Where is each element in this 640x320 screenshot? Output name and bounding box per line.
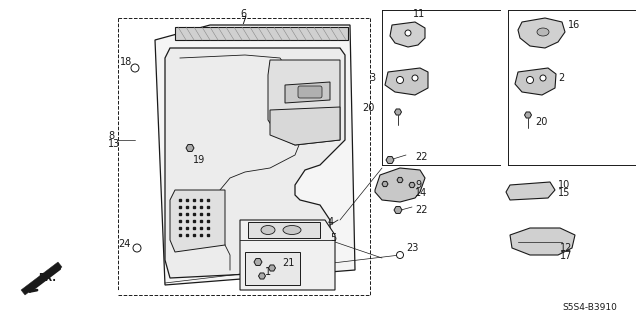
Polygon shape xyxy=(155,25,355,285)
Polygon shape xyxy=(506,182,555,200)
Polygon shape xyxy=(285,82,330,103)
Circle shape xyxy=(412,75,418,81)
Text: 19: 19 xyxy=(193,155,205,165)
Polygon shape xyxy=(385,68,428,95)
Polygon shape xyxy=(510,228,575,255)
Text: 13: 13 xyxy=(108,139,120,149)
Text: 3: 3 xyxy=(369,73,375,83)
Polygon shape xyxy=(409,182,415,188)
Text: 12: 12 xyxy=(560,243,572,253)
Text: 9: 9 xyxy=(415,180,421,190)
Polygon shape xyxy=(21,262,62,295)
Polygon shape xyxy=(254,259,262,266)
Text: FR.: FR. xyxy=(38,273,56,283)
Polygon shape xyxy=(165,48,345,278)
Text: 15: 15 xyxy=(558,188,570,198)
Polygon shape xyxy=(525,112,531,118)
Polygon shape xyxy=(386,156,394,164)
Circle shape xyxy=(397,76,403,84)
Text: 4: 4 xyxy=(328,217,334,227)
Polygon shape xyxy=(268,60,340,145)
Circle shape xyxy=(131,64,139,72)
Polygon shape xyxy=(240,220,335,290)
Text: 22: 22 xyxy=(415,205,428,215)
Polygon shape xyxy=(394,206,402,213)
Polygon shape xyxy=(390,22,425,47)
Polygon shape xyxy=(170,190,225,252)
Circle shape xyxy=(527,76,534,84)
Circle shape xyxy=(540,75,546,81)
Text: 23: 23 xyxy=(406,243,419,253)
Text: 14: 14 xyxy=(415,188,428,198)
Text: 11: 11 xyxy=(413,9,425,19)
Polygon shape xyxy=(397,177,403,183)
Text: 24: 24 xyxy=(118,239,131,249)
Text: 20: 20 xyxy=(535,117,547,127)
Text: 2: 2 xyxy=(558,73,564,83)
Polygon shape xyxy=(175,27,348,40)
Polygon shape xyxy=(245,252,300,285)
Ellipse shape xyxy=(261,226,275,235)
FancyBboxPatch shape xyxy=(298,86,322,98)
Ellipse shape xyxy=(537,28,549,36)
Text: 5: 5 xyxy=(330,233,336,243)
Text: 1: 1 xyxy=(265,267,271,277)
Text: 8: 8 xyxy=(108,131,114,141)
Polygon shape xyxy=(394,109,401,115)
Circle shape xyxy=(405,30,411,36)
Text: 10: 10 xyxy=(558,180,570,190)
Polygon shape xyxy=(375,168,425,202)
Text: 17: 17 xyxy=(560,251,572,261)
Polygon shape xyxy=(259,273,266,279)
Polygon shape xyxy=(186,145,194,151)
Text: 21: 21 xyxy=(282,258,294,268)
Text: 20: 20 xyxy=(363,103,375,113)
Polygon shape xyxy=(270,107,340,145)
Text: 7: 7 xyxy=(240,16,246,26)
Text: 18: 18 xyxy=(120,57,132,67)
Circle shape xyxy=(397,252,403,259)
Circle shape xyxy=(133,244,141,252)
Polygon shape xyxy=(248,222,320,238)
Text: 16: 16 xyxy=(568,20,580,30)
Polygon shape xyxy=(269,265,275,271)
Text: 22: 22 xyxy=(415,152,428,162)
Text: S5S4-B3910: S5S4-B3910 xyxy=(562,303,617,313)
Polygon shape xyxy=(515,68,556,95)
Ellipse shape xyxy=(283,226,301,235)
Text: 6: 6 xyxy=(240,9,246,19)
Polygon shape xyxy=(518,18,565,48)
Polygon shape xyxy=(382,181,388,187)
